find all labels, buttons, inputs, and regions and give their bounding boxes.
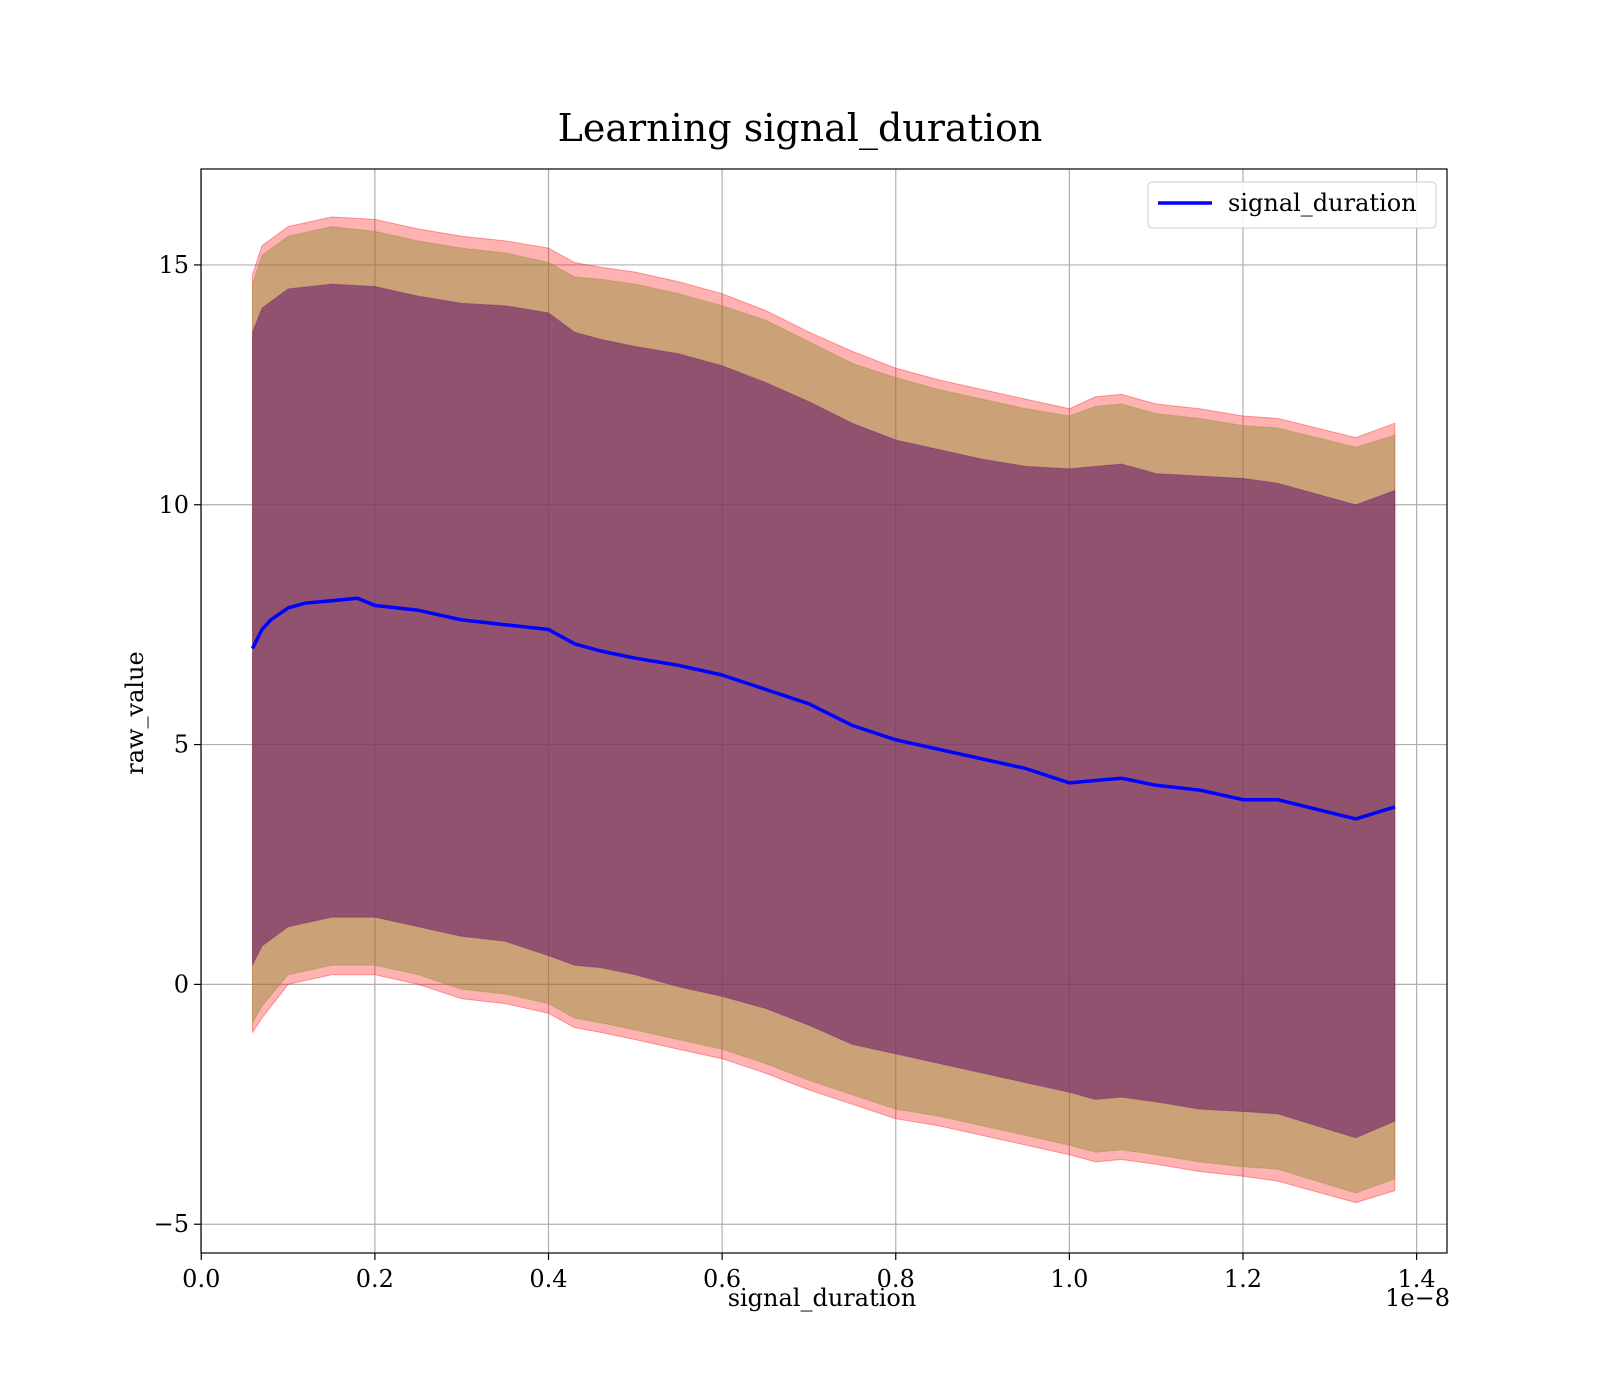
chart-title: Learning signal_duration: [558, 106, 1043, 151]
x-tick-label: 1.4: [1398, 1265, 1436, 1293]
legend: signal_duration: [1147, 181, 1437, 229]
x-tick-label: 0.6: [703, 1265, 741, 1293]
y-tick-label: 0: [174, 970, 189, 998]
x-tick-label: 0.2: [356, 1265, 394, 1293]
x-tick-label: 0.4: [529, 1265, 567, 1293]
y-tick-label: 5: [174, 731, 189, 759]
series-lines: [250, 596, 1396, 821]
y-tick-label: 15: [158, 251, 189, 279]
legend-label: signal_duration: [1228, 189, 1417, 217]
x-tick-label: 0.0: [182, 1265, 220, 1293]
series-line-signal-duration: [250, 596, 1396, 821]
axis-ticks: 0.0 0.2 0.4 0.6 0.8 1.0 1.2 1.4 −5 0 5 10 15: [154, 251, 1436, 1293]
y-axis-label: raw_value: [121, 651, 149, 775]
x-axis-offset-label: 1e−8: [1385, 1284, 1450, 1312]
y-tick-label: 10: [158, 491, 189, 519]
plot-frame: [200, 168, 1448, 1254]
x-axis-label: signal_duration: [728, 1284, 917, 1312]
x-tick-label: 1.0: [1050, 1265, 1088, 1293]
legend-box: [1147, 181, 1437, 229]
x-tick-label: 1.2: [1224, 1265, 1262, 1293]
x-tick-label: 0.8: [877, 1265, 915, 1293]
y-tick-label: −5: [154, 1210, 189, 1238]
